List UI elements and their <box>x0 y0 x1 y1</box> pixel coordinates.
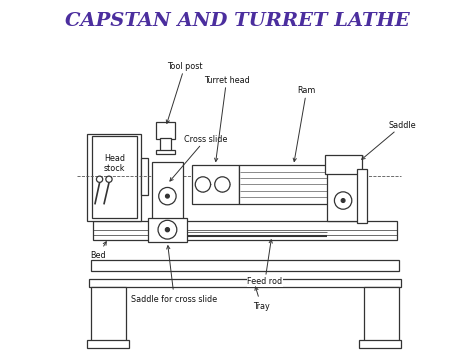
Circle shape <box>165 228 170 232</box>
Bar <box>156 150 175 154</box>
Bar <box>91 260 399 272</box>
Bar <box>364 287 399 341</box>
Text: Saddle for cross slide: Saddle for cross slide <box>131 246 218 304</box>
Text: Cross slide: Cross slide <box>170 135 228 181</box>
Bar <box>91 287 126 341</box>
Circle shape <box>159 187 176 205</box>
Text: Ram: Ram <box>293 86 316 162</box>
Text: Feed rod: Feed rod <box>247 240 283 286</box>
Text: CAPSTAN AND TURRET LATHE: CAPSTAN AND TURRET LATHE <box>64 12 410 30</box>
Bar <box>87 134 141 221</box>
Circle shape <box>158 220 177 239</box>
Bar <box>89 279 401 287</box>
Bar <box>87 340 129 348</box>
Text: Bed: Bed <box>90 242 106 260</box>
Bar <box>148 218 187 242</box>
Bar <box>152 162 183 221</box>
Circle shape <box>335 192 352 209</box>
Bar <box>325 155 362 174</box>
Text: Saddle: Saddle <box>362 121 416 159</box>
Circle shape <box>96 176 103 182</box>
Bar <box>239 165 348 203</box>
Text: Head
stock: Head stock <box>104 154 125 173</box>
Bar <box>156 122 175 139</box>
Bar <box>92 221 397 240</box>
Text: Turret head: Turret head <box>204 76 249 162</box>
Circle shape <box>215 177 230 192</box>
Text: Tray: Tray <box>253 287 270 311</box>
Bar <box>192 165 239 203</box>
Circle shape <box>195 177 210 192</box>
Circle shape <box>106 176 112 182</box>
Bar <box>91 136 137 218</box>
Bar <box>359 340 401 348</box>
Bar <box>141 158 148 195</box>
Circle shape <box>165 194 169 198</box>
Bar <box>328 172 359 221</box>
Circle shape <box>341 198 345 202</box>
Text: Tool post: Tool post <box>166 62 202 124</box>
Bar <box>357 169 367 223</box>
Bar <box>160 138 171 151</box>
